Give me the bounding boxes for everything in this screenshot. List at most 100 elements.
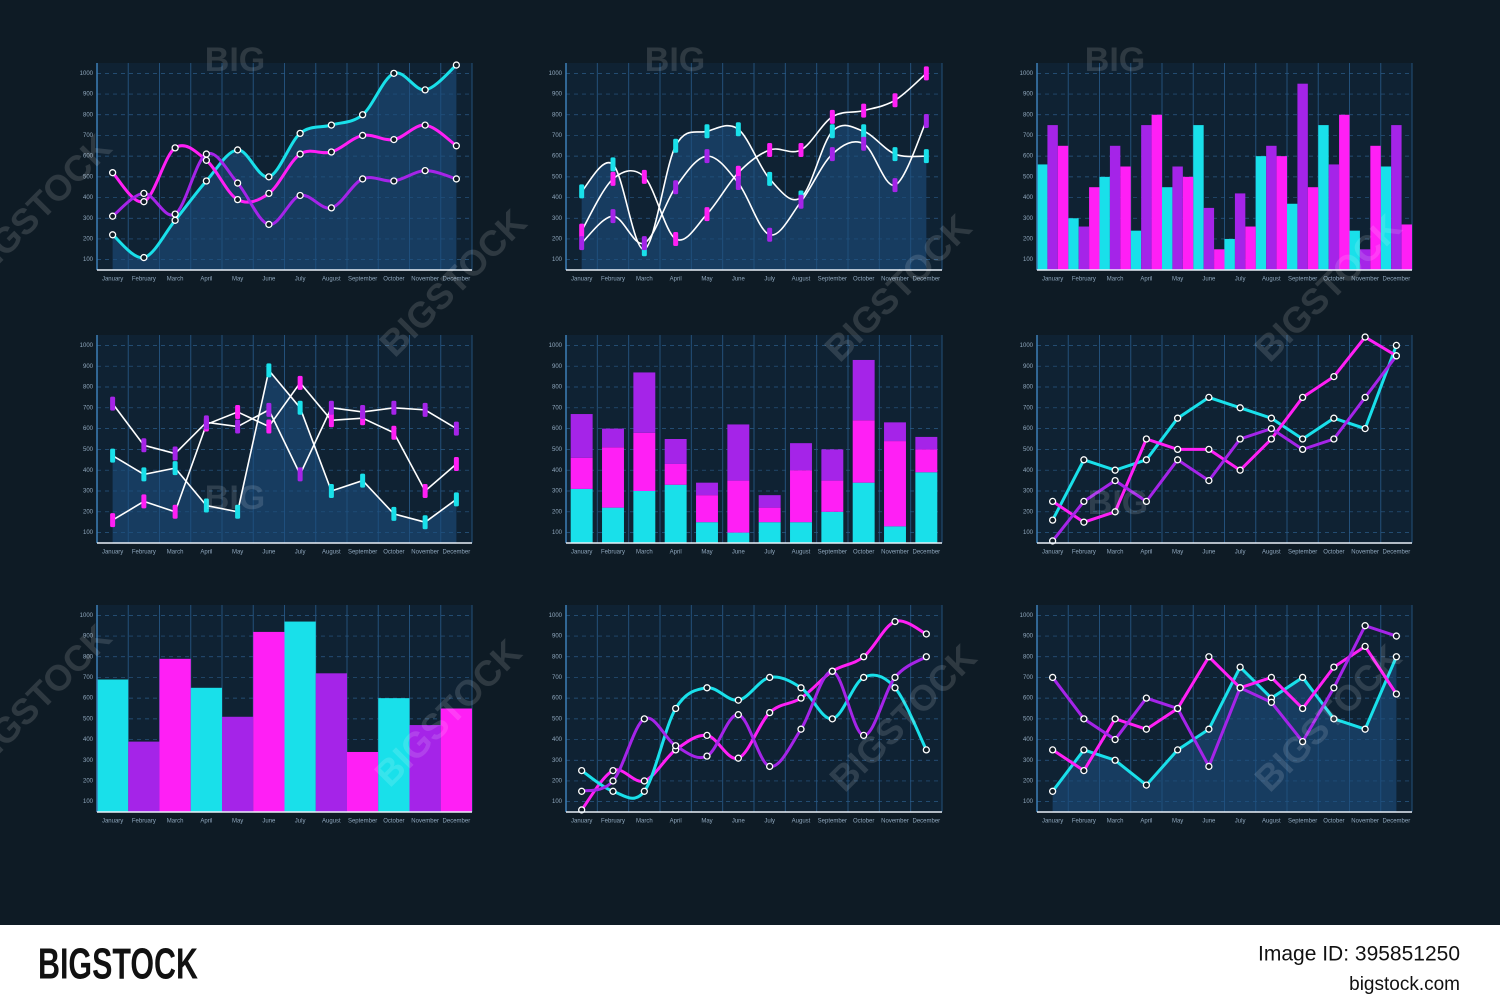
bar-segment — [790, 470, 812, 523]
bar — [1182, 176, 1194, 270]
y-tick-label: 400 — [83, 737, 94, 743]
marker — [358, 111, 367, 119]
footer-image-id: Image ID: 395851250 — [1258, 943, 1460, 966]
bar-segment — [602, 507, 624, 543]
y-tick-label: 800 — [552, 654, 563, 660]
x-tick-label: January — [571, 277, 592, 283]
marker — [1080, 497, 1088, 506]
bar — [1109, 145, 1121, 270]
marker — [233, 146, 242, 154]
y-tick-label: 200 — [552, 779, 563, 785]
x-tick-label: March — [636, 819, 653, 825]
y-tick-label: 500 — [552, 447, 563, 453]
bar — [1141, 125, 1152, 270]
x-tick-label: April — [200, 277, 212, 283]
bar — [1214, 249, 1225, 270]
y-tick-label: 900 — [1023, 364, 1034, 370]
x-tick-label: April — [200, 550, 212, 556]
x-tick-label: May — [701, 819, 712, 825]
bar — [1307, 187, 1319, 270]
marker — [578, 787, 586, 795]
chart-panel: 100 200 300 400 500 600 700 800 900 1000 January Fe… — [80, 605, 473, 825]
bar-segment — [884, 422, 906, 442]
x-tick-label: September — [818, 550, 847, 556]
marker — [421, 86, 429, 94]
y-tick-label: 1000 — [1020, 343, 1034, 349]
y-tick-label: 300 — [83, 489, 94, 495]
marker — [140, 189, 148, 198]
marker — [1142, 456, 1151, 464]
x-tick-label: December — [1383, 819, 1411, 825]
y-tick-label: 1000 — [1020, 613, 1034, 619]
bar-segment — [821, 480, 844, 512]
chart-panel: 100 200 300 400 500 600 700 800 900 1000 January Fe… — [1020, 605, 1413, 825]
bar-segment — [727, 424, 750, 481]
y-tick-label: 200 — [1023, 509, 1034, 515]
marker — [1361, 642, 1369, 651]
bar — [1078, 226, 1090, 270]
bar — [128, 741, 160, 812]
x-tick-label: April — [1140, 277, 1152, 283]
marker — [360, 473, 366, 488]
marker — [1142, 781, 1151, 789]
marker — [1048, 673, 1057, 682]
x-tick-label: April — [1140, 550, 1152, 556]
marker — [672, 704, 680, 713]
x-tick-label: March — [167, 819, 184, 825]
x-tick-label: June — [1202, 277, 1216, 283]
marker — [578, 766, 586, 775]
x-tick-label: July — [1235, 277, 1246, 283]
marker — [1111, 756, 1119, 764]
marker — [235, 419, 241, 434]
x-tick-label: January — [571, 819, 592, 825]
marker — [1361, 622, 1369, 630]
marker — [1080, 746, 1088, 754]
bar — [1380, 166, 1392, 270]
marker — [1205, 653, 1213, 661]
x-tick-label: April — [200, 819, 212, 825]
y-tick-label: 300 — [552, 758, 563, 764]
bar — [1359, 249, 1371, 270]
marker — [110, 448, 116, 463]
bar — [1276, 156, 1287, 270]
marker — [640, 715, 648, 723]
x-tick-label: July — [295, 550, 306, 556]
x-tick-label: February — [132, 277, 156, 283]
marker — [610, 157, 616, 172]
bar — [97, 679, 129, 812]
marker — [860, 731, 868, 740]
marker — [1330, 414, 1338, 422]
marker — [923, 113, 929, 128]
marker — [767, 171, 773, 186]
x-tick-label: October — [1323, 819, 1344, 825]
y-tick-label: 100 — [1023, 530, 1034, 536]
marker — [453, 492, 459, 507]
marker — [202, 156, 211, 164]
marker — [296, 191, 304, 200]
bar — [190, 687, 222, 812]
marker — [922, 746, 930, 754]
area — [112, 370, 457, 543]
x-tick-label: November — [411, 819, 439, 825]
bar-segment — [602, 447, 624, 508]
x-tick-label: February — [132, 819, 156, 825]
marker — [172, 446, 178, 461]
x-tick-label: August — [1262, 550, 1281, 556]
marker — [735, 122, 741, 137]
marker — [141, 494, 147, 509]
y-tick-label: 100 — [552, 530, 563, 536]
y-tick-label: 600 — [552, 426, 563, 432]
marker — [1298, 737, 1307, 746]
marker — [296, 150, 304, 158]
marker — [233, 179, 242, 187]
y-tick-label: 800 — [1023, 112, 1034, 118]
y-tick-label: 1000 — [1020, 71, 1034, 77]
marker — [1267, 673, 1276, 682]
bar — [1328, 164, 1340, 270]
marker — [673, 138, 679, 153]
bar-segment — [664, 484, 687, 543]
marker — [767, 142, 773, 157]
x-tick-label: August — [322, 550, 341, 556]
bar — [1089, 187, 1100, 270]
x-tick-label: September — [818, 819, 847, 825]
